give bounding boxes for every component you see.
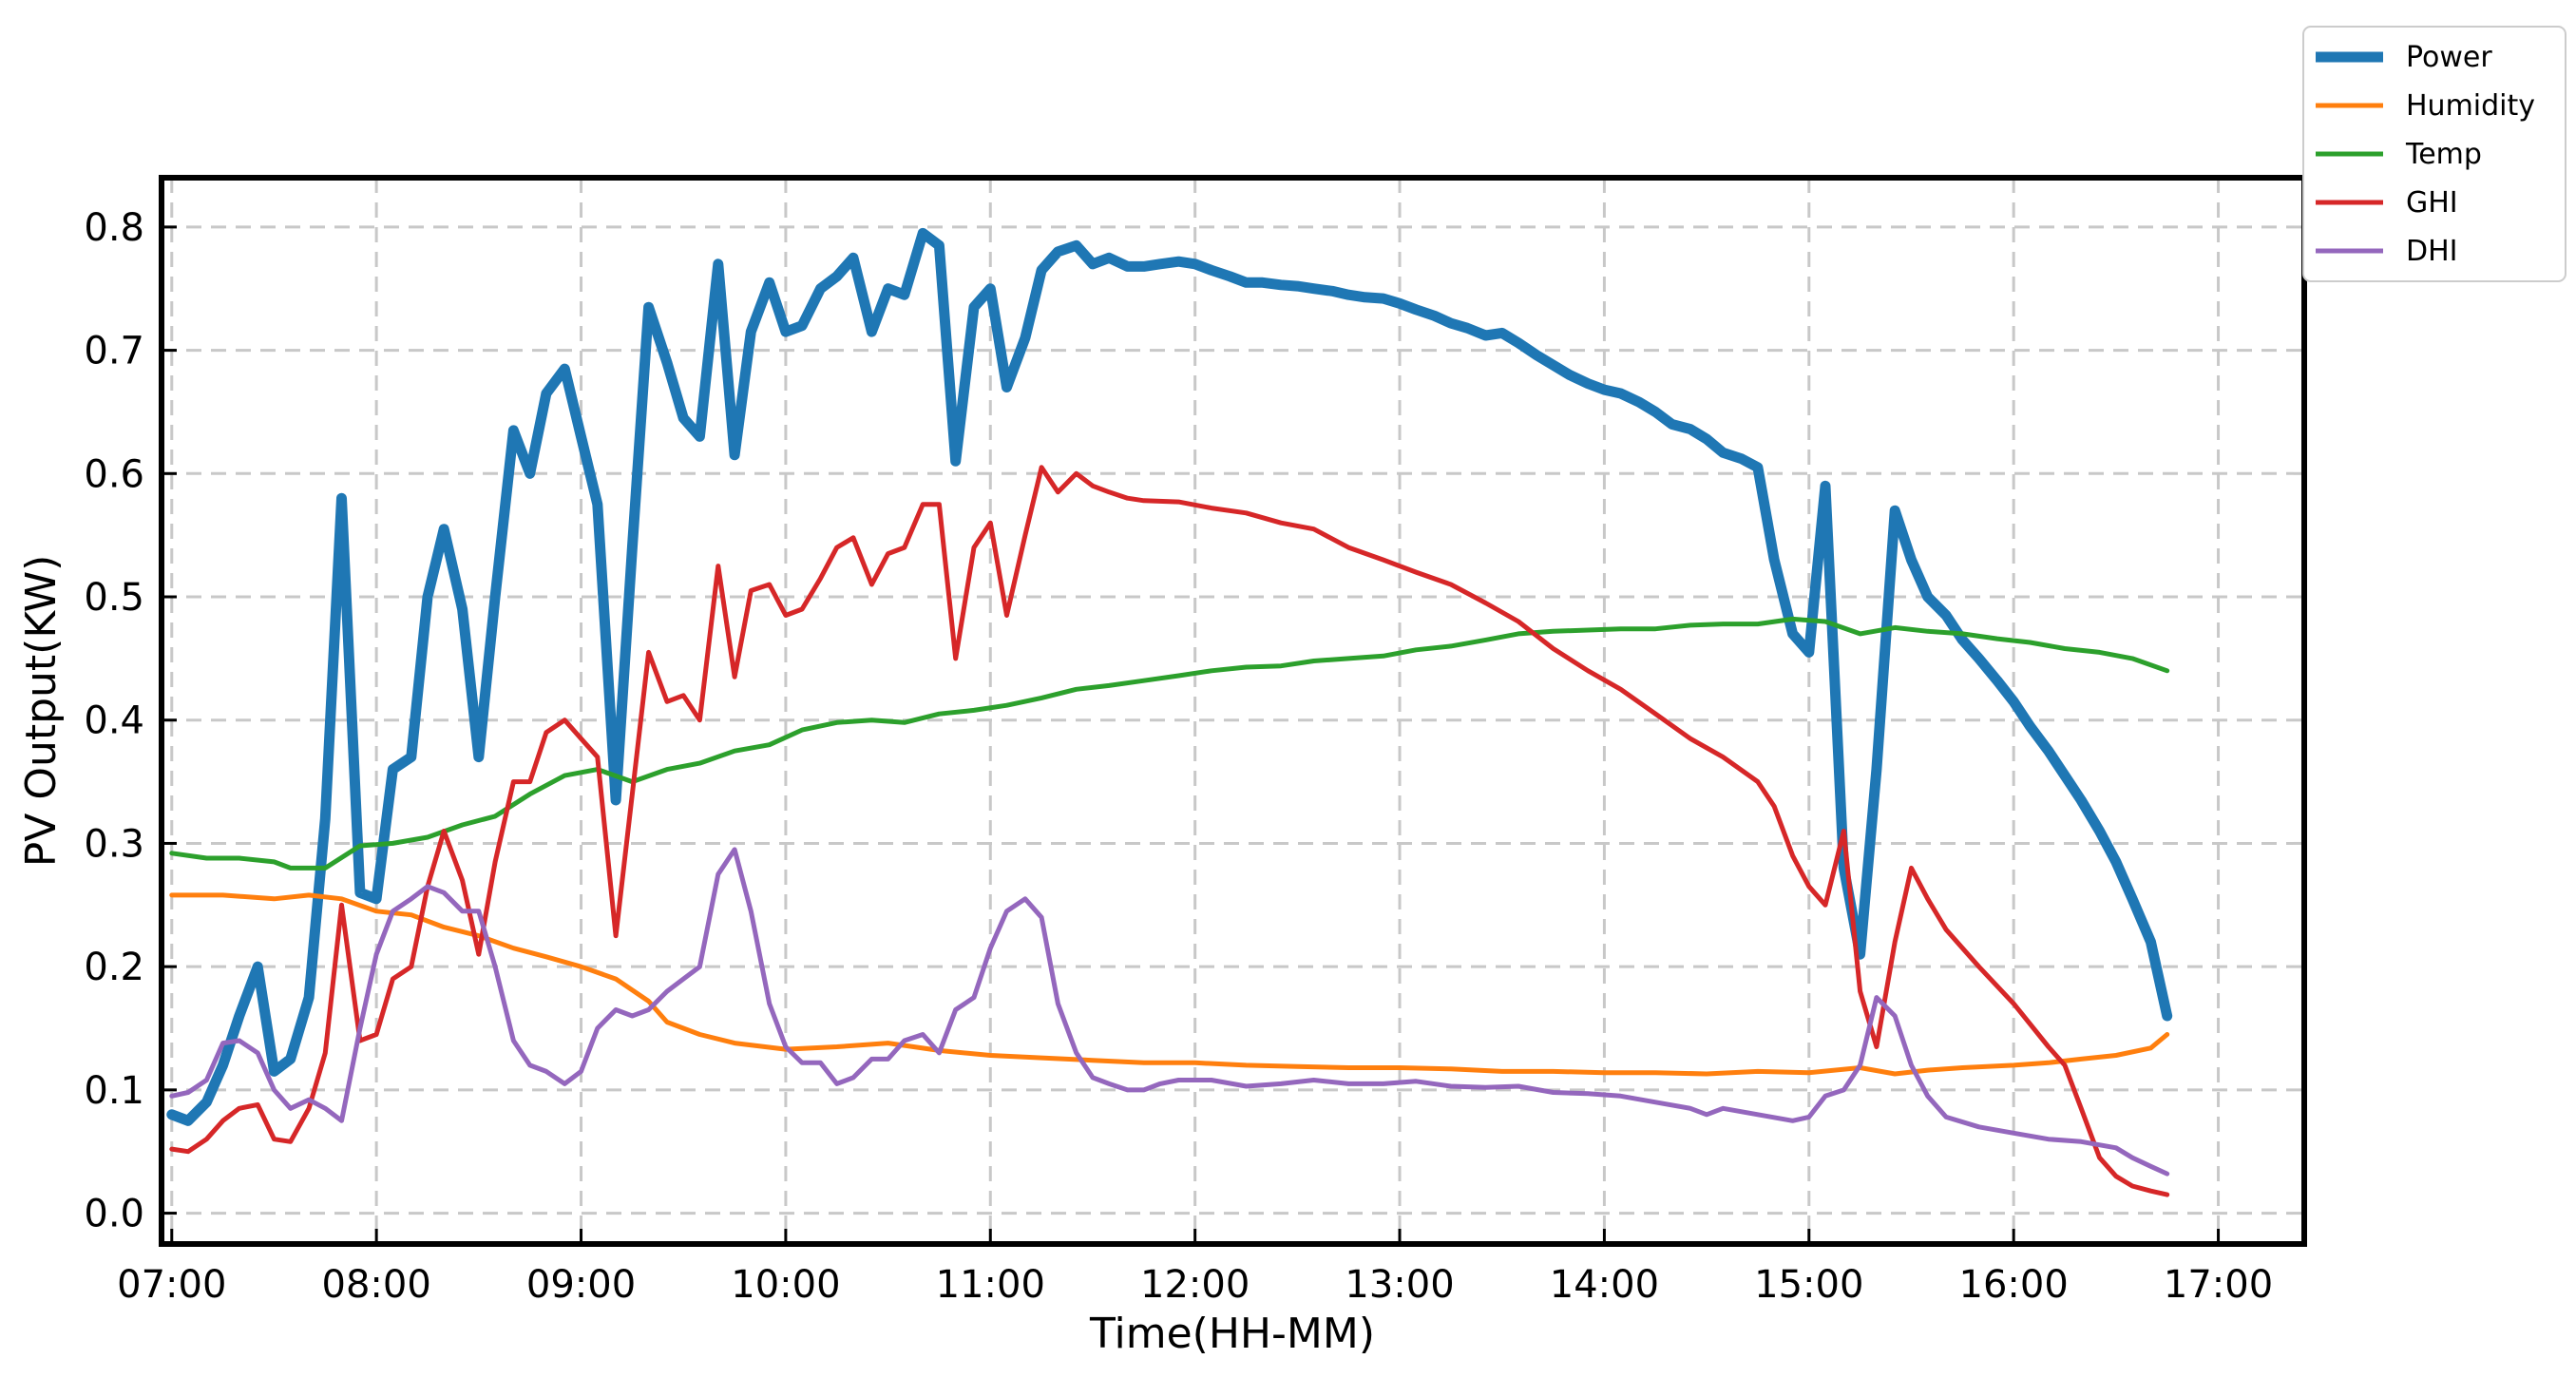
x-tick-label: 07:00 xyxy=(117,1263,226,1307)
x-axis-title: Time(HH-MM) xyxy=(1089,1310,1375,1358)
x-tick-label: 17:00 xyxy=(2164,1263,2273,1307)
x-tick-label: 14:00 xyxy=(1550,1263,1659,1307)
plot-frame xyxy=(159,175,2307,1247)
legend-label-ghi: GHI xyxy=(2406,186,2458,220)
series-lines xyxy=(166,227,2173,1197)
x-tick-label: 09:00 xyxy=(526,1263,636,1307)
y-tick-label: 0.8 xyxy=(84,206,144,250)
y-tick-label: 0.0 xyxy=(84,1193,144,1236)
x-tick-label: 11:00 xyxy=(936,1263,1045,1307)
y-tick-label: 0.2 xyxy=(84,946,144,989)
legend-box xyxy=(2302,26,2566,282)
x-tick-label: 12:00 xyxy=(1140,1263,1250,1307)
y-tick-label: 0.7 xyxy=(84,330,144,373)
legend-label-humidity: Humidity xyxy=(2406,89,2535,123)
x-tick-label: 08:00 xyxy=(322,1263,431,1307)
y-tick-label: 0.5 xyxy=(84,576,144,620)
x-tick-label: 16:00 xyxy=(1959,1263,2069,1307)
x-tick-label: 10:00 xyxy=(731,1263,840,1307)
y-axis-title: PV Output(KW) xyxy=(17,555,66,868)
legend-label-temp: Temp xyxy=(2405,138,2482,171)
series-line-ghi xyxy=(169,465,2170,1197)
legend: Power Humidity Temp GHI DHI xyxy=(2302,26,2566,282)
grid xyxy=(162,178,2304,1244)
y-tick-label: 0.4 xyxy=(84,699,144,743)
legend-label-power: Power xyxy=(2406,41,2492,74)
y-tick-label: 0.3 xyxy=(84,822,144,866)
series-line-dhi xyxy=(169,847,2170,1177)
legend-label-dhi: DHI xyxy=(2406,235,2458,268)
x-tick-label: 13:00 xyxy=(1345,1263,1454,1307)
y-tick-label: 0.1 xyxy=(84,1069,144,1113)
series-line-power xyxy=(166,227,2173,1126)
axis-ticks: 07:00 08:00 09:00 10:00 11:00 12:00 13:00 14:00… xyxy=(84,206,2273,1307)
x-tick-label: 15:00 xyxy=(1754,1263,1863,1307)
series-line-temp xyxy=(169,616,2170,871)
y-tick-label: 0.6 xyxy=(84,452,144,496)
